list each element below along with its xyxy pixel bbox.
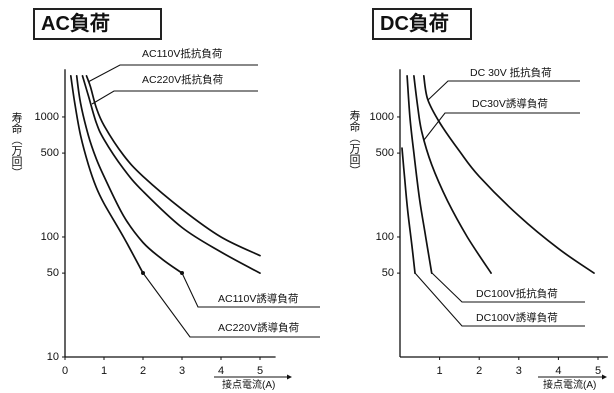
chart-0-ytick-label: 100 xyxy=(40,230,59,243)
dc-chart-title: DC負荷 xyxy=(372,8,472,40)
chart-0-xtick-label: 2 xyxy=(139,365,147,377)
chart-1-series-1-leader-line xyxy=(423,112,580,141)
series-label-ac220v-inductive: AC220V誘導負荷 xyxy=(218,322,300,334)
series-label-dc100v-resistive: DC100V抵抗負荷 xyxy=(476,288,558,300)
series-label-dc100v-inductive: DC100V誘導負荷 xyxy=(476,312,558,324)
chart-0-series-2-end-dot xyxy=(180,271,184,275)
ac-chart-title: AC負荷 xyxy=(33,8,162,40)
chart-0-xtick-label: 5 xyxy=(256,365,264,377)
ac-x-axis-label: 接点電流(A) xyxy=(222,380,276,391)
chart-0-xtick-label: 1 xyxy=(100,365,108,377)
series-label-ac220v-resistive: AC220V抵抗負荷 xyxy=(142,74,224,86)
chart-1-xtick-label: 3 xyxy=(515,365,522,377)
chart-0-ytick-label: 50 xyxy=(46,267,59,280)
ac-chart-title-text: AC負荷 xyxy=(41,13,110,35)
chart-1-xtick-label: 4 xyxy=(555,365,562,377)
dc-x-axis-label: 接点電流(A) xyxy=(543,380,597,391)
series-label-ac110v-inductive: AC110V誘導負荷 xyxy=(218,293,299,305)
chart-0-series-3-end-dot xyxy=(141,271,145,275)
dc-chart-title-text: DC負荷 xyxy=(380,13,449,35)
chart-0-x-arrowhead-icon xyxy=(287,374,292,380)
ac-y-axis-label: 寿命（万回） xyxy=(10,112,22,178)
series-label-dc30v-resistive: DC 30V 抵抗負荷 xyxy=(470,67,552,79)
chart-1-ytick-label: 50 xyxy=(381,267,394,280)
chart-1-series-1-curve xyxy=(413,75,492,274)
chart-0-series-2-leader-line xyxy=(181,272,320,308)
chart-1-series-3-curve xyxy=(401,147,416,274)
chart-0-ytick-label: 500 xyxy=(40,147,59,160)
chart-1-ytick-label: 100 xyxy=(375,230,394,243)
chart-0-series-1-leader-line xyxy=(91,90,258,105)
chart-1-plot-area xyxy=(397,69,608,380)
chart-0-ytick-label: 10 xyxy=(46,351,59,363)
chart-1-ytick-label: 1000 xyxy=(369,110,394,123)
series-label-ac110v-resistive: AC110V抵抗負荷 xyxy=(142,48,223,60)
chart-1-series-0-curve xyxy=(422,75,595,274)
chart-1-x-arrowhead-icon xyxy=(602,374,607,380)
chart-0-series-3-curve xyxy=(69,75,144,274)
chart-0-xtick-label: 4 xyxy=(217,365,225,377)
dc-y-axis-label: 寿命（万回） xyxy=(348,110,360,176)
chart-0-xtick-label: 0 xyxy=(61,365,69,377)
chart-0-ytick-label: 1000 xyxy=(34,110,59,123)
chart-1-series-0-leader-line xyxy=(427,80,580,101)
chart-1-series-3-leader-line xyxy=(414,272,585,327)
chart-0-xtick-label: 3 xyxy=(178,365,186,377)
chart-1-series-2-leader-line xyxy=(431,272,585,303)
chart-1-xtick-label: 2 xyxy=(476,365,483,377)
chart-0-plot-area xyxy=(62,64,320,380)
series-label-dc30v-inductive: DC30V誘導負荷 xyxy=(472,98,548,110)
chart-0-series-0-curve xyxy=(85,75,261,257)
chart-0-series-1-curve xyxy=(81,75,261,274)
chart-0-series-0-leader-line xyxy=(87,64,258,83)
chart-0-series-2-curve xyxy=(75,75,183,274)
chart-1-series-2-curve xyxy=(406,75,433,274)
chart-1-xtick-label: 5 xyxy=(594,365,602,377)
chart-1-ytick-label: 500 xyxy=(375,147,394,160)
chart-1-xtick-label: 1 xyxy=(436,365,443,377)
chart-0-series-3-leader-line xyxy=(142,272,320,338)
